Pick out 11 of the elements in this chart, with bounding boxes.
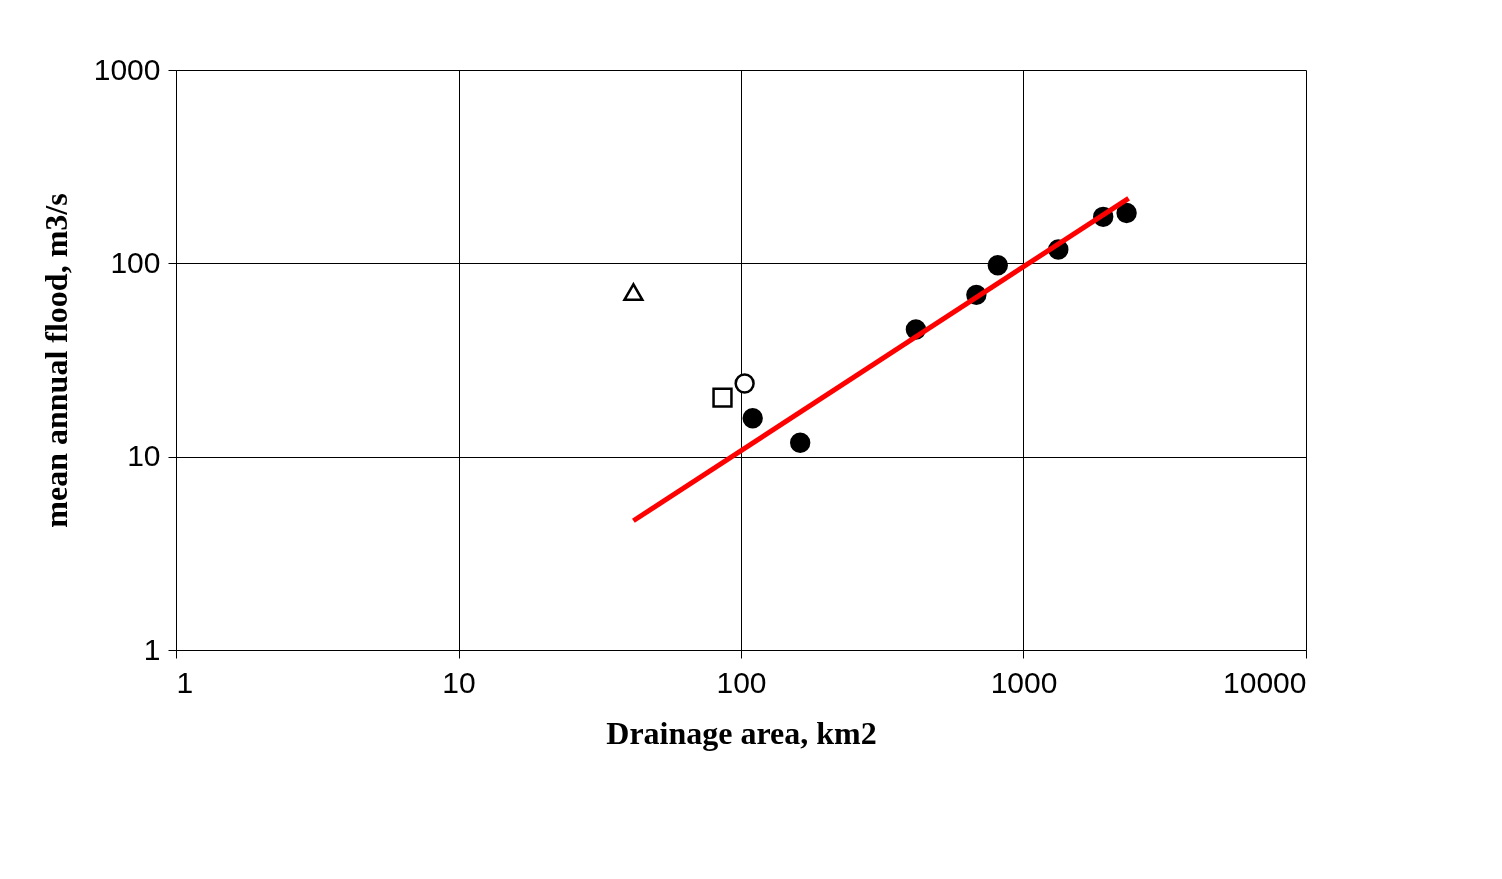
x-tick-label: 1000 (990, 665, 1058, 699)
y-tick-label: 1000 (93, 52, 161, 86)
y-tick-label: 100 (110, 245, 161, 279)
y-tick-label: 1 (143, 632, 161, 666)
x-tick-label: 100 (716, 665, 767, 699)
y-tick-label: 10 (127, 439, 161, 473)
x-tick-label: 1 (176, 665, 194, 699)
y-axis-title: mean annual flood, m3/s (37, 193, 74, 528)
x-tick-label: 10 (442, 665, 476, 699)
x-tick-label: 10000 (1223, 665, 1307, 699)
x-axis-title: Drainage area, km2 (606, 714, 877, 751)
